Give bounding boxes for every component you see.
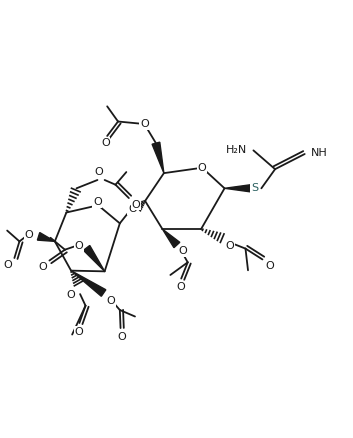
Text: O: O <box>4 260 13 270</box>
Text: O: O <box>74 327 83 336</box>
Text: O: O <box>93 198 102 207</box>
Text: H₂N: H₂N <box>226 145 247 155</box>
Polygon shape <box>71 271 106 296</box>
Text: NH: NH <box>311 148 328 158</box>
Text: O: O <box>95 167 104 177</box>
Polygon shape <box>83 245 104 272</box>
Text: O: O <box>128 204 137 214</box>
Text: O: O <box>117 332 126 342</box>
Text: O: O <box>74 241 83 251</box>
Text: O: O <box>101 138 110 148</box>
Text: O: O <box>132 199 140 209</box>
Text: O: O <box>24 230 33 240</box>
Text: O: O <box>39 262 48 272</box>
Text: O: O <box>67 290 76 300</box>
Text: S: S <box>251 184 258 193</box>
Text: O: O <box>107 296 115 306</box>
Text: O: O <box>265 261 274 271</box>
Text: O: O <box>226 240 234 251</box>
Polygon shape <box>152 142 164 173</box>
Text: O: O <box>198 163 207 173</box>
Text: O: O <box>140 119 149 129</box>
Polygon shape <box>162 229 180 247</box>
Text: O: O <box>177 282 186 292</box>
Polygon shape <box>225 184 253 192</box>
Polygon shape <box>37 233 55 241</box>
Text: O: O <box>179 246 187 256</box>
